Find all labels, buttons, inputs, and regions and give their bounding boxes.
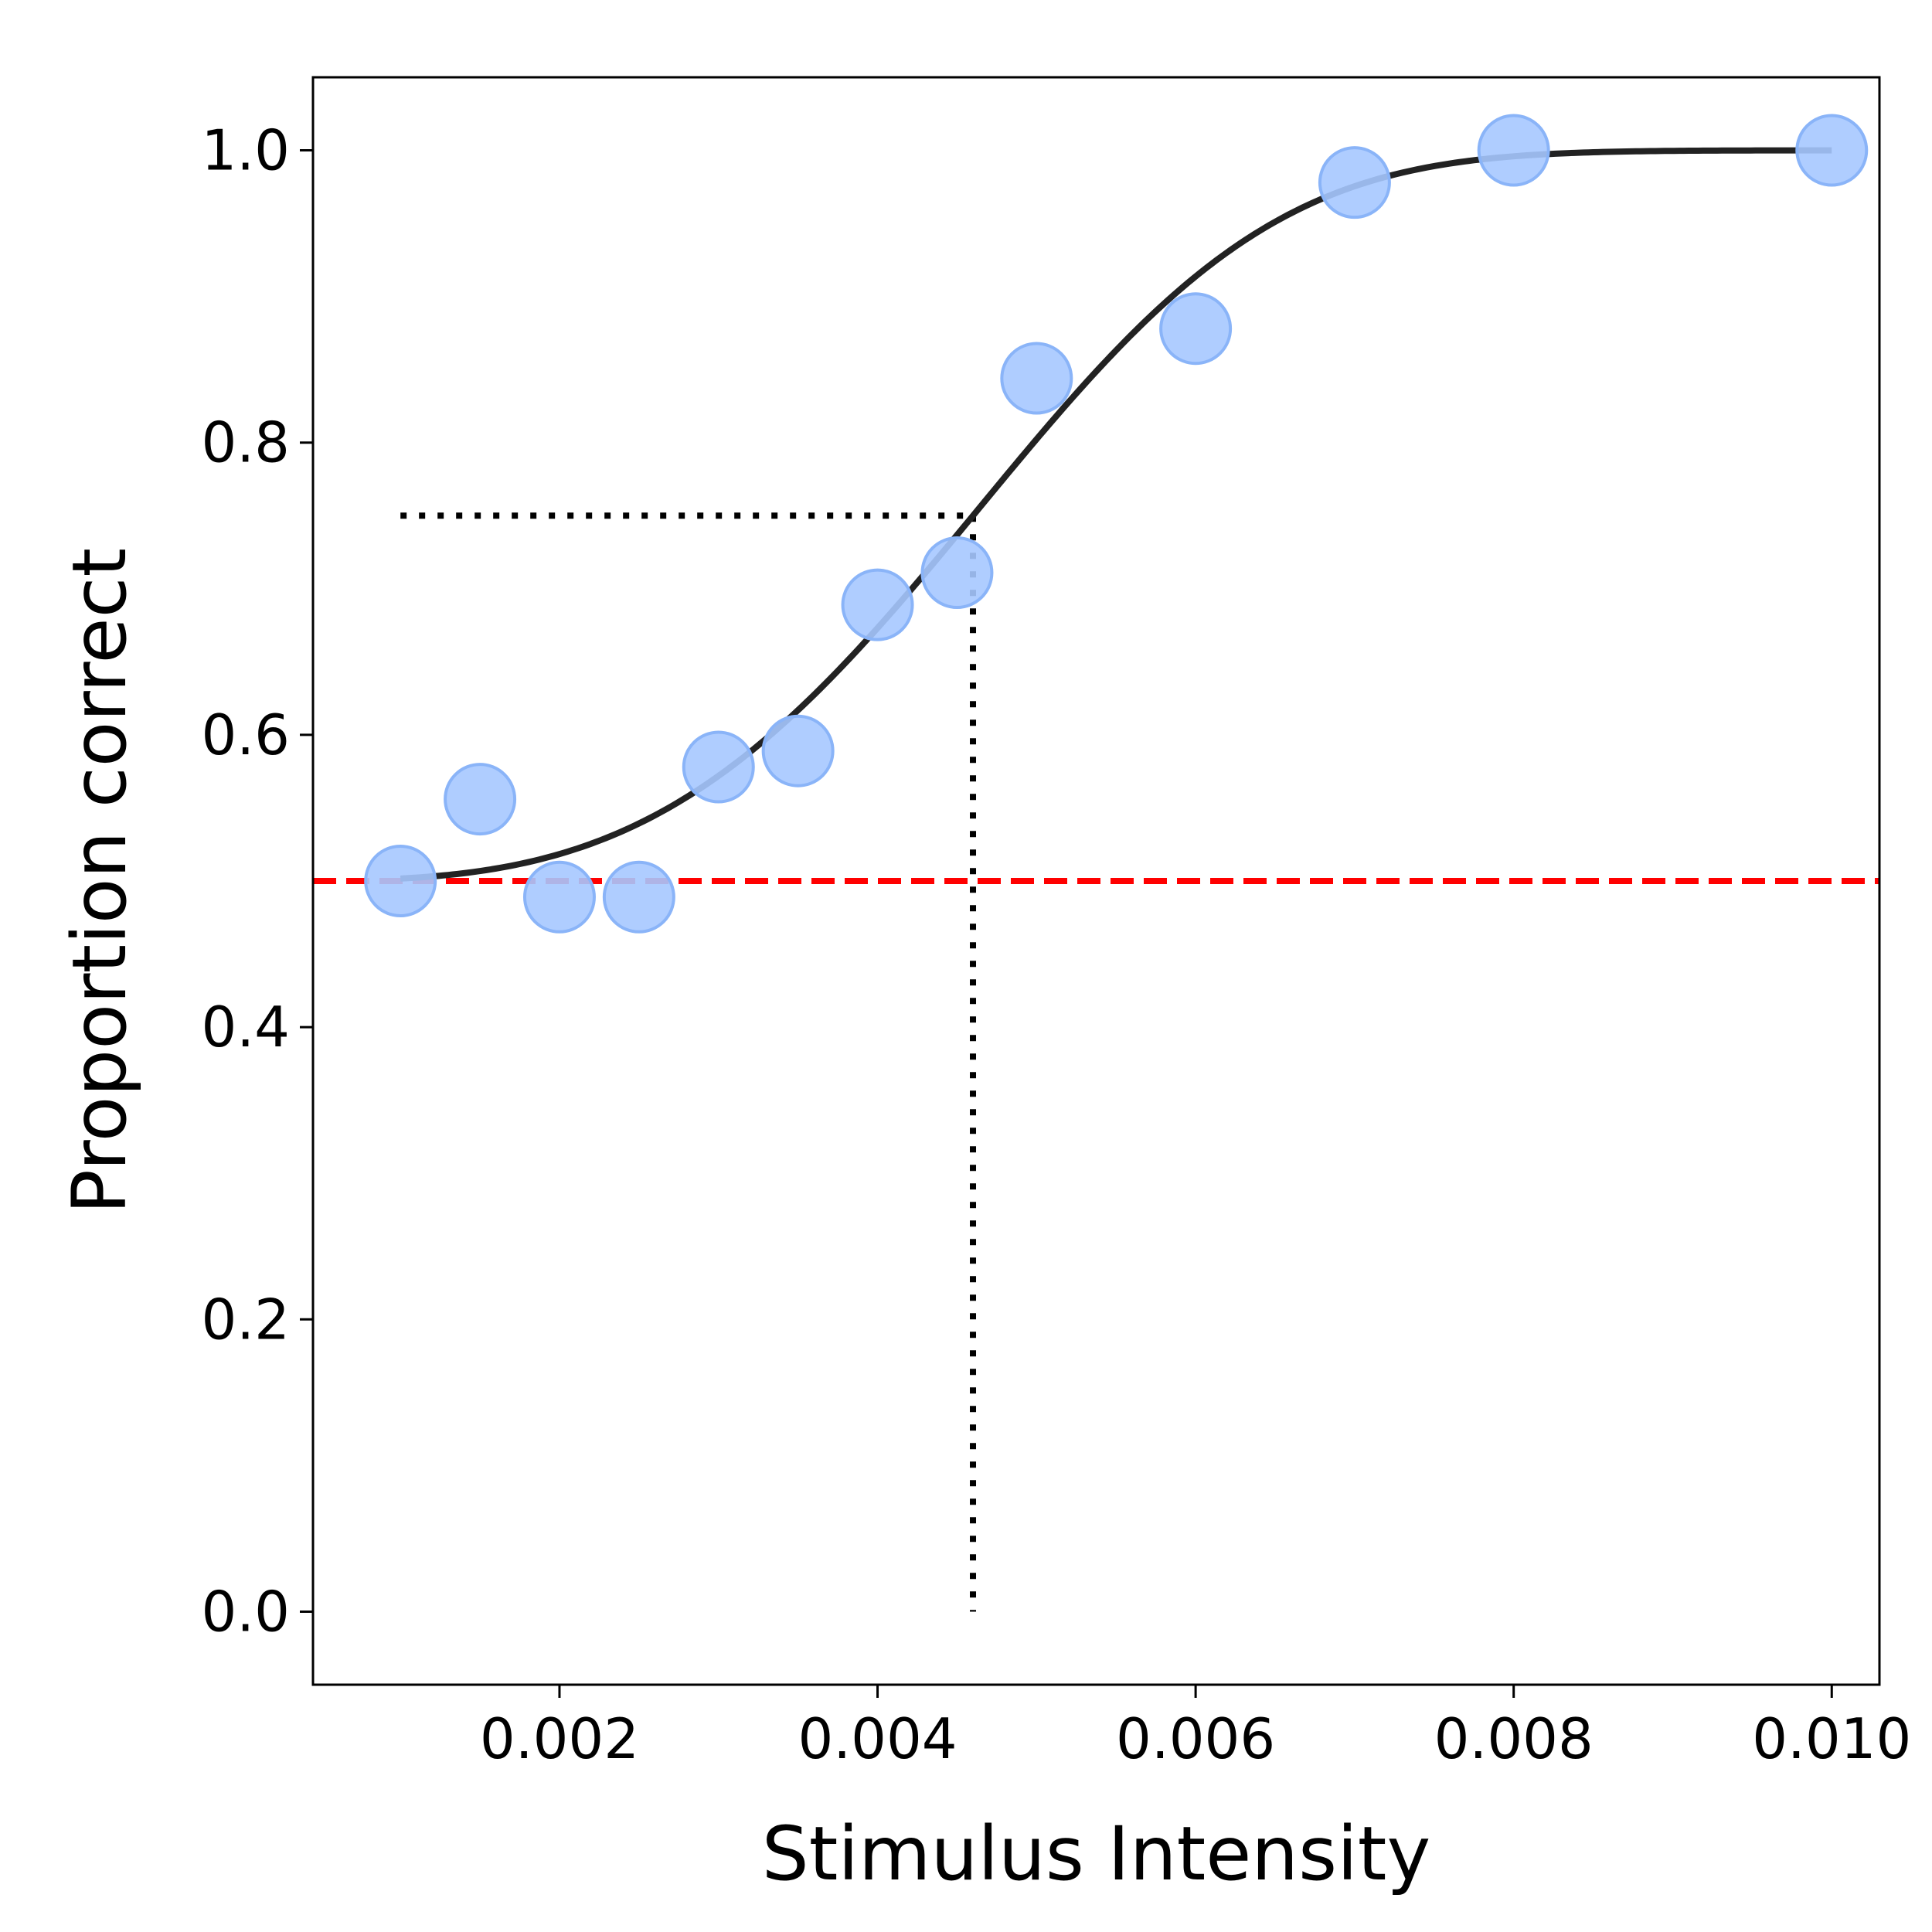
y-tick-label: 0.0 [201, 1579, 290, 1644]
plot-frame [311, 76, 1881, 1686]
y-axis-ticks: 0.0 0.2 0.4 0.6 0.8 1.0 [201, 118, 313, 1644]
data-point [1159, 292, 1233, 366]
data-point [920, 536, 994, 610]
y-tick-label: 0.2 [201, 1287, 290, 1352]
x-axis-ticks: 0.002 0.004 0.006 0.008 0.010 [480, 1685, 1911, 1771]
x-axis-title: Stimulus Intensity [762, 1811, 1431, 1897]
y-tick-label: 0.8 [201, 410, 290, 475]
y-axis-title: Proportion correct [56, 548, 143, 1214]
data-point [841, 568, 914, 641]
data-point [682, 730, 755, 804]
fitted-curve [400, 147, 1832, 882]
x-tick-label: 0.008 [1434, 1706, 1594, 1771]
data-point [1000, 342, 1073, 415]
data-point [522, 860, 596, 934]
y-tick-label: 0.6 [201, 702, 290, 767]
data-point [1477, 114, 1550, 187]
data-point [364, 845, 437, 917]
data-point [602, 860, 675, 934]
x-tick-label: 0.002 [480, 1706, 639, 1771]
y-tick-label: 0.4 [201, 995, 290, 1060]
data-point [1318, 146, 1391, 219]
reference-lines-layer [313, 512, 1879, 1612]
x-tick-label: 0.010 [1752, 1706, 1911, 1771]
data-point [761, 714, 835, 787]
fit-curve-layer [400, 147, 1832, 882]
data-points-layer [364, 114, 1869, 934]
x-tick-label: 0.004 [798, 1706, 957, 1771]
data-point [444, 763, 517, 836]
data-point [1795, 114, 1869, 187]
y-tick-label: 1.0 [201, 118, 290, 183]
x-tick-label: 0.006 [1116, 1706, 1275, 1771]
